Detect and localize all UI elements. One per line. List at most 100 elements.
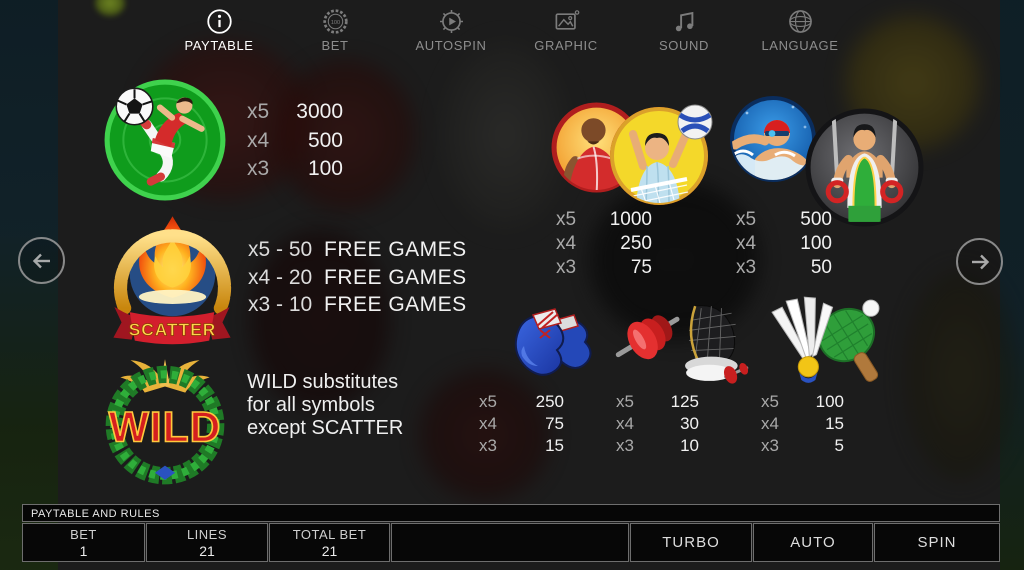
spin-button[interactable]: SPIN	[874, 523, 1000, 562]
pay-row: x3 10	[616, 436, 699, 458]
pay-value: 3000	[296, 100, 343, 123]
pay-value: 15	[545, 436, 564, 455]
pay-row: x5 3000	[247, 100, 343, 129]
pay-value: 50	[810, 257, 832, 278]
pay-mult: x5	[736, 209, 757, 230]
menu-language[interactable]: LANGUAGE	[740, 8, 860, 60]
gymnast-rings-symbol	[805, 108, 924, 227]
pay-mult: x3 - 10	[248, 293, 313, 316]
bet-chip-icon: 100	[322, 9, 348, 34]
pay-mult: x4	[479, 414, 497, 433]
pay-mult: x3	[556, 257, 577, 278]
auto-button-label: AUTO	[790, 533, 836, 551]
pay-value: FREE GAMES	[324, 238, 467, 261]
pay-row: x5 100	[761, 392, 844, 414]
pay-value: 250	[620, 233, 652, 254]
pay-value: 10	[680, 436, 699, 455]
wild-description-line: WILD substitutes	[247, 371, 399, 393]
image-icon	[555, 10, 579, 30]
pay-row: x3 100	[247, 157, 343, 186]
pay-value: 75	[545, 414, 564, 433]
bet-display: BET 1	[22, 523, 145, 562]
pay-mult: x3	[736, 257, 757, 278]
arrow-right-icon	[971, 254, 989, 269]
soccer-paytable: x5 3000 x4 500 x3 100	[247, 100, 343, 186]
menu-sound-label: SOUND	[659, 38, 709, 53]
autospin-icon	[439, 10, 463, 33]
lines-label: LINES	[186, 526, 228, 542]
wild-symbol: WILD	[105, 359, 225, 485]
pay-value: 1000	[609, 209, 652, 230]
total-bet-display: TOTAL BET 21	[269, 523, 390, 562]
pay-value: 75	[630, 257, 652, 278]
pay-mult: x5	[616, 392, 634, 411]
pay-row: x4 15	[761, 414, 844, 436]
swimmer-symbol	[730, 96, 816, 182]
pay-mult: x5	[247, 100, 270, 123]
pay-value: 250	[535, 392, 564, 411]
message-panel	[391, 523, 629, 562]
menu-language-label: LANGUAGE	[761, 38, 839, 53]
menu-graphic[interactable]: GRAPHIC	[506, 8, 626, 60]
wild-word-text: WILD	[109, 403, 222, 451]
menu-bet[interactable]: 100 BET	[275, 8, 395, 60]
swimmer-gymnast-paytable: x5 500 x4 100 x3 50	[736, 209, 832, 281]
pay-row: x4 - 20 FREE GAMES	[248, 266, 467, 294]
pay-mult: x4 - 20	[248, 265, 313, 289]
menu-autospin[interactable]: AUTOSPIN	[391, 8, 511, 60]
pay-mult: x4	[616, 414, 634, 433]
wild-description: WILD substitutes for all symbols except …	[247, 371, 403, 440]
pay-mult: x4	[556, 233, 577, 254]
pay-value: FREE GAMES	[324, 293, 467, 316]
volleyball-player-symbol	[610, 104, 713, 205]
pay-row: x5 1000	[556, 209, 652, 233]
scatter-banner-text: SCATTER	[129, 320, 217, 340]
badminton-tabletennis-paytable: x5 100 x4 15 x3 5	[761, 392, 844, 458]
info-icon	[206, 9, 232, 34]
bet-label: BET	[70, 526, 97, 542]
pay-mult: x3	[761, 436, 779, 455]
arrow-left-icon	[32, 253, 50, 268]
pay-value: 30	[680, 414, 699, 433]
paytable-rules-title-bar: PAYTABLE AND RULES	[22, 504, 1000, 522]
pay-value: FREE GAMES	[324, 265, 467, 289]
weightlifting-fencing-symbol	[615, 305, 749, 384]
pay-row: x5 500	[736, 209, 832, 233]
pay-value: 500	[307, 128, 343, 152]
svg-text:100: 100	[330, 20, 339, 26]
pay-row: x3 75	[556, 257, 652, 281]
boxing-gloves-symbol	[514, 308, 592, 376]
pay-value: 100	[815, 392, 844, 411]
pay-value: 125	[670, 392, 699, 411]
lines-display: LINES 21	[146, 523, 268, 562]
menu-graphic-label: GRAPHIC	[534, 38, 598, 53]
bet-value: 1	[79, 542, 88, 559]
pay-row: x4 30	[616, 414, 699, 436]
prev-page-button[interactable]	[18, 237, 65, 284]
pay-mult: x4	[736, 233, 757, 254]
pay-row: x3 - 10 FREE GAMES	[248, 293, 467, 321]
pay-row: x5 125	[616, 392, 699, 414]
pay-value: 5	[834, 436, 844, 455]
ghost-blob	[95, 0, 125, 16]
pay-value: 15	[825, 414, 844, 433]
turbo-button-label: TURBO	[662, 533, 720, 551]
scatter-symbol: SCATTER	[113, 216, 232, 345]
soccer-player-symbol	[104, 79, 226, 201]
weightlifting-fencing-paytable: x5 125 x4 30 x3 10	[616, 392, 699, 458]
menu-sound[interactable]: SOUND	[624, 8, 744, 60]
turbo-button[interactable]: TURBO	[630, 523, 752, 562]
basketball-volleyball-paytable: x5 1000 x4 250 x3 75	[556, 209, 652, 281]
pay-mult: x4	[247, 128, 270, 152]
menu-paytable[interactable]: PAYTABLE	[159, 8, 279, 60]
next-page-button[interactable]	[956, 238, 1003, 285]
pay-row: x3 15	[479, 436, 564, 458]
pay-value: 100	[307, 157, 343, 180]
menu-paytable-label: PAYTABLE	[184, 38, 254, 53]
menu-bet-label: BET	[321, 38, 349, 53]
auto-button[interactable]: AUTO	[753, 523, 873, 562]
total-bet-value: 21	[321, 542, 338, 559]
lines-value: 21	[199, 542, 215, 559]
pay-row: x3 50	[736, 257, 832, 281]
